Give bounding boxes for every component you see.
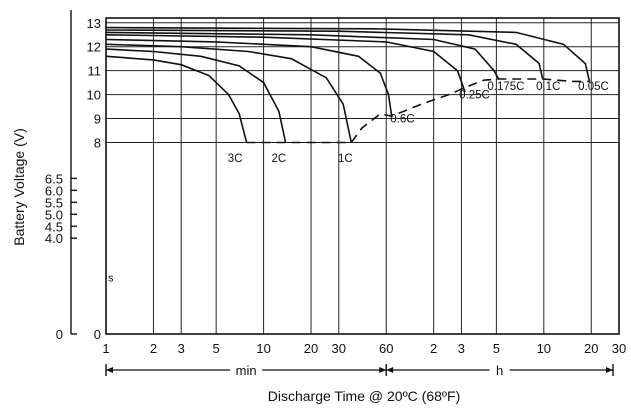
x-tick-label: 10 [537, 341, 551, 356]
chart-axes-extra: min h s [70, 10, 614, 378]
range-min-arrow-left [106, 367, 113, 373]
y-axis-label: Battery Voltage (V) [11, 128, 27, 246]
range-h-label: h [496, 363, 503, 378]
range-min-label: min [236, 363, 257, 378]
range-h-label-bg [489, 362, 510, 378]
x-tick-label: 2 [150, 341, 157, 356]
x-tick-label: 1 [102, 341, 109, 356]
y-tick-label-6v: 5.0 [45, 207, 63, 222]
x-tick-label: 60 [379, 341, 393, 356]
y-tick-label-6v: 6.0 [45, 183, 63, 198]
x-axis-label: Discharge Time @ 20ºC (68ºF) [268, 388, 461, 404]
series-curve-3C [105, 55, 248, 143]
y-tick-label-12v: 8 [94, 135, 101, 150]
y-tick-label-12v: 12 [87, 40, 101, 55]
y-tick-label-6v: 6.5 [45, 171, 63, 186]
x-tick-label: 5 [213, 341, 220, 356]
x-tick-label: 3 [458, 341, 465, 356]
y-tick-label-12v: 13 [87, 16, 101, 31]
series-label: 2C [272, 153, 287, 165]
series-label: 1C [338, 153, 353, 165]
range-min-arrow-right [379, 367, 387, 373]
plot-frame [105, 17, 620, 335]
x-tick-label: 3 [178, 341, 185, 356]
series-curve-0_05C [105, 26, 591, 82]
x-tick-label: 5 [493, 341, 500, 356]
series-curve-0_25C [105, 34, 466, 93]
series-label: 0.6C [390, 114, 414, 126]
x-tick-label: 10 [256, 341, 270, 356]
series-label: 0.05C [578, 81, 609, 93]
chart-curves [105, 26, 591, 143]
range-min-label-bg [230, 362, 263, 378]
x-tick-label: 20 [304, 341, 318, 356]
corner-mark: s [108, 272, 114, 284]
cutoff-line [246, 78, 590, 144]
range-h-arrow-right [606, 367, 613, 373]
y-tick-label-6v: 4.0 [45, 231, 63, 246]
series-curve-2C [105, 48, 287, 143]
series-curve-0_6C [105, 38, 393, 117]
y-tick-label-12v: 0 [94, 327, 101, 342]
y-tick-label-6v: 0 [56, 327, 63, 342]
x-tick-label: 30 [612, 341, 626, 356]
x-tick-label: 20 [584, 341, 598, 356]
x-tick-label: 2 [430, 341, 437, 356]
series-label: 3C [228, 153, 243, 165]
y-tick-label-12v: 9 [94, 112, 101, 127]
series-curve-0_1C [105, 29, 544, 80]
y-tick-label-6v: 4.5 [45, 219, 63, 234]
y-tick-label-12v: 10 [87, 88, 101, 103]
range-h-arrow-left [386, 367, 394, 373]
chart-grid [105, 17, 620, 335]
series-label: 0.1C [536, 81, 560, 93]
y-tick-label-12v: 11 [88, 64, 102, 79]
series-label: 0.175C [487, 81, 524, 93]
series-label: 0.25C [459, 90, 490, 102]
chart-cutoff [246, 78, 590, 144]
series-curve-0_175C [105, 31, 500, 80]
y-tick-label-6v: 5.5 [45, 195, 63, 210]
x-tick-label: 30 [332, 341, 346, 356]
series-curve-1C [105, 43, 353, 143]
